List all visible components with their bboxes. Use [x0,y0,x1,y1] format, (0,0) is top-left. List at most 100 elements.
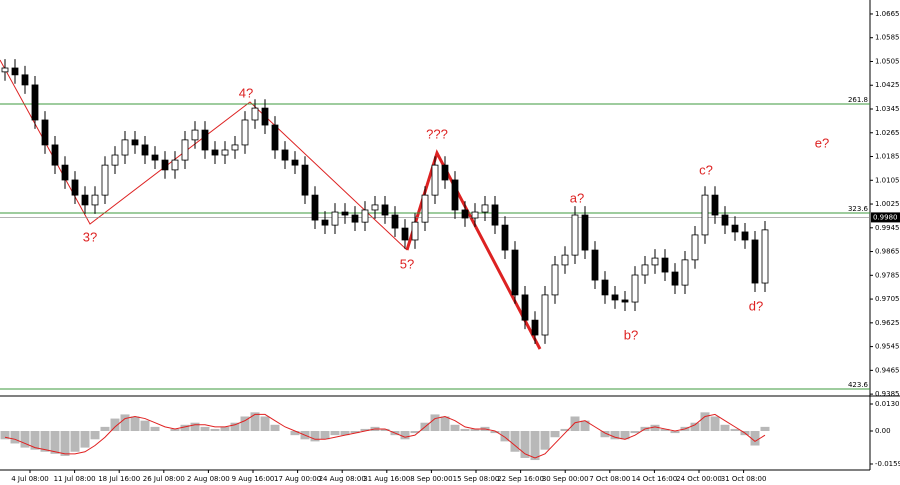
candle-body [241,119,249,146]
candle-body [11,67,19,76]
candle-body [491,204,499,226]
osc-bar [40,431,50,452]
osc-bar [400,431,410,440]
osc-y-tick-label: -0.0159 [875,460,900,468]
candle-body [291,159,299,166]
y-tick-label: 1.0425 [875,81,900,89]
candle-body [571,214,579,256]
wave-label: 5? [400,256,414,271]
candle-body [371,204,379,211]
osc-bar [110,418,120,432]
candle-body [41,119,49,146]
candle-body [411,221,419,241]
osc-bar [90,431,100,440]
candle-body [281,149,289,161]
osc-bar [270,424,280,432]
osc-bar [760,426,770,432]
osc-bar [70,431,80,452]
candle-body [131,139,139,146]
candle-body [681,259,689,286]
osc-bar [30,431,40,450]
candle-body [751,239,759,284]
candle-body [441,164,449,181]
x-tick-label: 31 Oct 08:00 [721,475,767,483]
candle-body [691,234,699,261]
osc-bar [180,424,190,432]
wave-label: b? [624,327,638,342]
candle-body [741,231,749,241]
osc-bar [580,420,590,432]
osc-bar [650,424,660,432]
level-label: 323.6 [848,205,869,213]
osc-bar [230,422,240,432]
candle-body [381,204,389,216]
x-tick-label: 31 Aug 16:00 [363,475,410,483]
osc-bar [220,426,230,432]
current-price-box [871,212,900,223]
candle-body [451,179,459,211]
x-tick-label: 15 Sep 08:00 [453,475,500,483]
osc-bar [720,424,730,432]
osc-bar [750,431,760,446]
candle-body [361,209,369,223]
candle-body [211,149,219,156]
osc-bar [350,431,360,434]
candle-body [711,194,719,216]
osc-bar [50,431,60,454]
y-tick-label: 1.0025 [875,200,900,208]
wave-label: a? [570,190,584,205]
candle-body [71,179,79,196]
candle-body [471,211,479,219]
osc-bar [340,431,350,436]
candle-body [171,159,179,171]
osc-bar [20,431,30,448]
osc-bar [660,428,670,432]
osc-bar [700,412,710,432]
osc-bar [490,431,500,434]
candle-body [231,144,239,151]
candle-body [161,159,169,171]
candle-body [61,164,69,181]
osc-bar [540,431,550,450]
candle-body [521,294,529,321]
y-tick-label: 0.9465 [875,366,900,374]
candle-body [401,227,409,241]
osc-bar [200,426,210,432]
candle-body [581,214,589,251]
level-label: 423.6 [848,381,869,389]
candle-body [731,224,739,233]
candle-body [481,204,489,213]
osc-bar [570,416,580,432]
y-tick-label: 1.0665 [875,10,900,18]
osc-bar [560,428,570,432]
x-tick-label: 4 Jul 08:00 [11,475,49,483]
y-tick-label: 1.0185 [875,153,900,161]
candle-body [181,139,189,161]
y-tick-label: 1.0265 [875,129,900,137]
osc-bar [510,431,520,452]
candle-body [391,214,399,229]
candle-body [601,279,609,296]
x-tick-label: 2 Aug 08:00 [187,475,230,483]
x-tick-label: 14 Oct 16:00 [632,475,678,483]
osc-bar [500,431,510,442]
osc-bar [150,426,160,432]
wave-label: d? [749,298,763,313]
osc-bar [610,431,620,440]
osc-bar [10,431,20,444]
candle-body [1,67,9,73]
candle-body [631,274,639,303]
osc-bar [120,414,130,432]
candle-body [51,144,59,166]
candle-body [701,194,709,236]
x-tick-label: 26 Jul 08:00 [143,475,185,483]
osc-bar [190,422,200,432]
candle-body [261,107,269,126]
candle-body [91,194,99,206]
candle-body [641,264,649,276]
osc-bar [670,431,680,434]
osc-bar [440,416,450,432]
osc-bar [520,431,530,458]
candle-body [251,107,259,121]
